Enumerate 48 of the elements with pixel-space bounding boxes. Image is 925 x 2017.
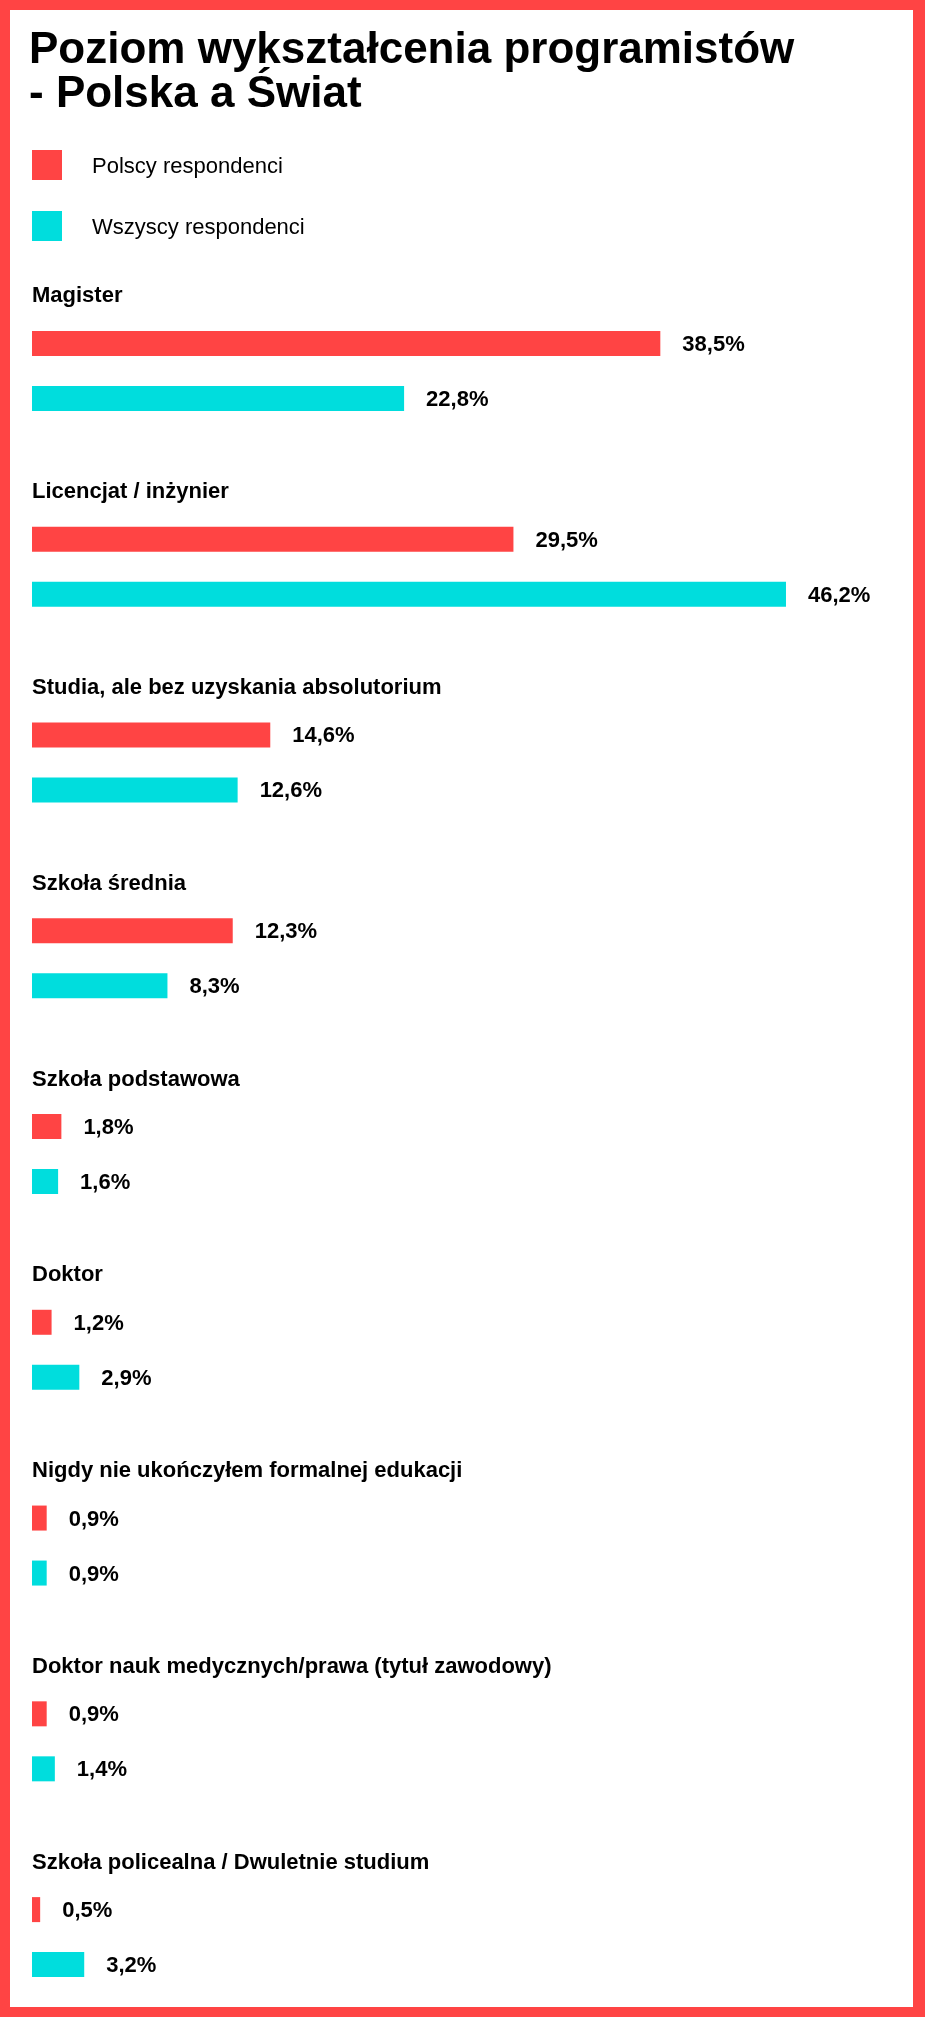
y-tick-label: Studia, ale bez uzyskania absolutorium	[32, 673, 442, 699]
bar	[32, 1756, 55, 1782]
bar	[32, 1114, 62, 1139]
data-label: 1,2%	[73, 1309, 124, 1335]
chart-title: Poziom wykształcenia programistów - Polska a Świat	[29, 23, 796, 116]
data-label: 0,9%	[68, 1560, 119, 1586]
bar	[32, 581, 786, 607]
bar	[32, 385, 405, 411]
data-label: 38,5%	[682, 330, 745, 356]
bar	[32, 330, 661, 356]
y-tick-label: Doktor	[32, 1261, 104, 1287]
bar	[32, 1897, 41, 1923]
legend-label: Wszyscy respondenci	[92, 213, 305, 239]
bar	[32, 1952, 85, 1978]
data-label: 8,3%	[189, 973, 240, 999]
legend-label: Polscy respondenci	[92, 152, 283, 178]
bar	[32, 1169, 59, 1194]
data-label: 1,6%	[80, 1169, 131, 1194]
y-tick-label: Szkoła policealna / Dwuletnie studium	[32, 1848, 430, 1874]
data-label: 29,5%	[535, 526, 598, 552]
data-label: 12,6%	[259, 777, 323, 803]
y-tick-label: Szkoła podstawowa	[32, 1065, 241, 1091]
y-tick-label: Magister	[32, 282, 123, 308]
bar	[32, 973, 168, 999]
bar	[32, 1701, 47, 1727]
data-label: 14,6%	[292, 722, 355, 748]
bar	[32, 1364, 80, 1390]
bar	[32, 918, 233, 944]
data-label: 0,9%	[68, 1505, 119, 1531]
y-tick-label: Nigdy nie ukończyłem formalnej edukacji	[32, 1457, 463, 1483]
bar	[32, 526, 514, 552]
y-tick-label: Licencjat / inżynier	[32, 478, 230, 504]
data-label: 1,4%	[76, 1756, 127, 1782]
bar	[32, 1560, 47, 1586]
data-label: 46,2%	[807, 581, 871, 607]
bar	[32, 1309, 52, 1335]
bar	[32, 1505, 47, 1531]
y-tick-label: Doktor nauk medycznych/prawa (tytuł zawodowy)	[32, 1652, 552, 1678]
y-tick-label: Szkoła średnia	[32, 869, 187, 895]
data-label: 12,3%	[254, 918, 318, 944]
data-label: 3,2%	[106, 1952, 157, 1978]
data-label: 1,8%	[83, 1114, 134, 1139]
data-label: 22,8%	[426, 385, 489, 411]
data-label: 0,9%	[68, 1701, 119, 1727]
data-label: 0,5%	[62, 1897, 113, 1923]
data-label: 2,9%	[101, 1364, 152, 1390]
bar	[32, 777, 238, 803]
bar	[32, 722, 271, 748]
